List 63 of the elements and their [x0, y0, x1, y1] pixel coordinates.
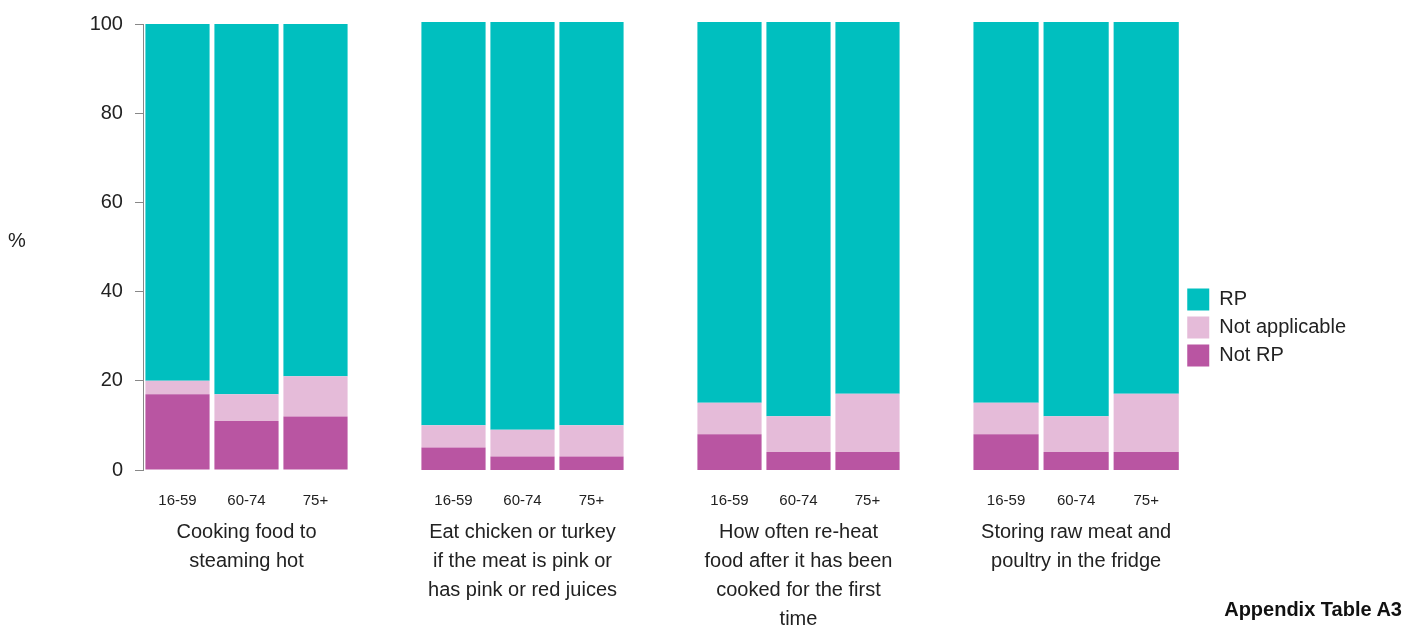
bar	[490, 456, 555, 470]
text: Appendix Table A3	[1224, 598, 1402, 621]
bar	[559, 456, 624, 470]
x-tick-label: 60-74	[227, 491, 266, 509]
bar	[214, 420, 279, 470]
bar	[835, 22, 900, 394]
bar	[766, 22, 831, 417]
x-axis-title: Eat chicken or turkey if the meat is pink or has pink or red juices	[428, 519, 617, 600]
bar	[145, 394, 210, 470]
legend-label: RP	[1219, 287, 1248, 310]
bar	[283, 376, 348, 417]
bar	[973, 402, 1039, 435]
bar	[973, 434, 1039, 470]
y-tick-label: 80	[100, 100, 123, 123]
x-tick-label: 75+	[854, 491, 881, 509]
x-tick-label: 16-59	[710, 491, 749, 509]
bar	[766, 452, 831, 470]
x-tick-label: 75+	[1133, 491, 1160, 509]
y-tick-label: 40	[100, 279, 123, 302]
bar	[973, 22, 1039, 403]
y-tick-label: 0	[111, 457, 123, 480]
x-axis-title: Cooking food to steaming hot	[176, 519, 317, 571]
x-tick-label: 16-59	[158, 491, 197, 509]
bar	[835, 452, 900, 470]
y-tick-label: 60	[100, 189, 123, 212]
bar	[835, 393, 900, 453]
legend-label: Not applicable	[1219, 315, 1346, 338]
bar	[421, 425, 486, 448]
bar	[421, 22, 486, 426]
bar	[1113, 393, 1179, 453]
bar	[1043, 22, 1109, 417]
bar	[214, 394, 279, 421]
bar	[766, 416, 831, 453]
x-tick-label: 60-74	[503, 491, 542, 509]
bar	[421, 447, 486, 470]
bar	[1113, 22, 1179, 394]
x-tick-label: 16-59	[986, 491, 1026, 509]
x-tick-label: 60-74	[779, 491, 818, 509]
legend-label: Not RP	[1219, 343, 1284, 366]
x-tick-label: 60-74	[1056, 491, 1096, 509]
bar	[1113, 452, 1179, 470]
bar	[697, 22, 762, 403]
bar	[145, 380, 210, 395]
x-axis-title: Storing raw meat and poultry in the fridge	[981, 519, 1172, 571]
x-tick-label: 75+	[578, 491, 605, 509]
x-tick-label: 75+	[302, 491, 329, 509]
y-tick-label: 100	[89, 11, 123, 34]
bar	[283, 24, 348, 377]
bar	[559, 22, 624, 426]
bar	[559, 425, 624, 457]
x-tick-label: 16-59	[434, 491, 473, 509]
bar	[490, 429, 555, 457]
x-axis-title: How often re-heat food after it has been cooked for the first time	[704, 519, 893, 629]
bar	[1043, 416, 1109, 453]
y-axis-title: %	[8, 228, 26, 251]
y-tick-label: 20	[100, 368, 123, 391]
bar	[697, 402, 762, 435]
bar	[490, 22, 555, 430]
bar	[145, 24, 210, 381]
bar	[214, 24, 279, 395]
bar	[1043, 452, 1109, 470]
bar	[697, 434, 762, 470]
bar	[283, 416, 348, 470]
